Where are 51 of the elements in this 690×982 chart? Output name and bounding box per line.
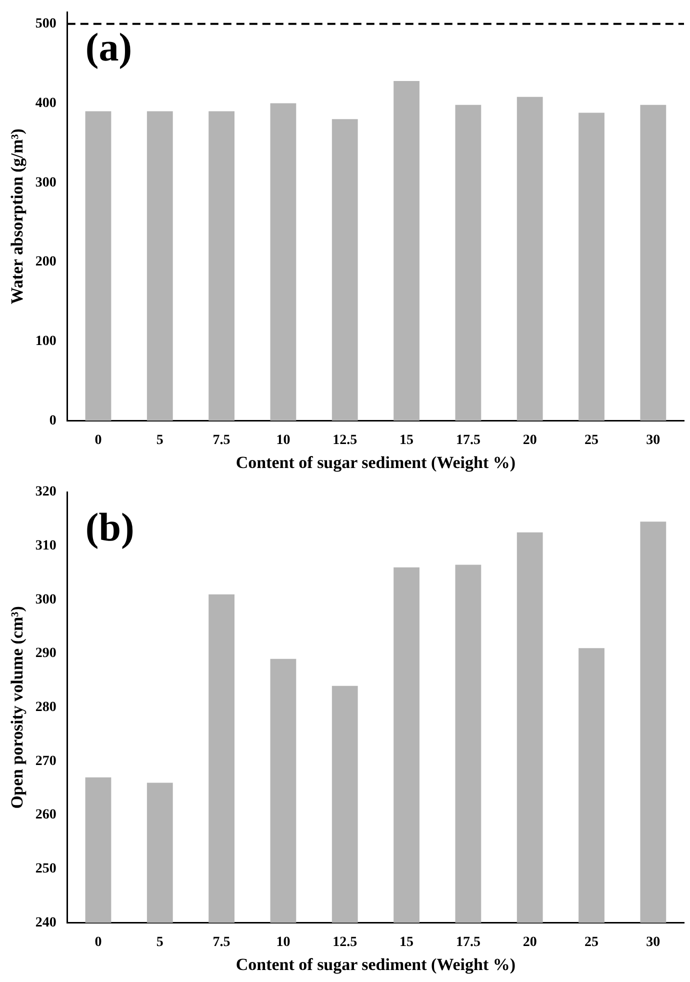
bar <box>455 104 482 421</box>
x-tick-label: 0 <box>94 934 102 950</box>
x-tick-label: 12.5 <box>332 432 358 448</box>
x-tick-label: 20 <box>522 934 537 950</box>
x-tick-label: 15 <box>400 432 414 448</box>
y-axis-title: Open porosity volume (cm³) <box>8 606 27 809</box>
y-tick-label: 320 <box>35 484 56 500</box>
x-tick-label: 7.5 <box>212 432 230 448</box>
x-tick-label: 10 <box>276 934 290 950</box>
y-tick-label: 100 <box>35 334 56 350</box>
x-tick-label: 10 <box>276 432 290 448</box>
x-tick-label: 17.5 <box>456 934 480 950</box>
y-tick-label: 310 <box>35 538 56 554</box>
annotation: (a) <box>85 24 132 70</box>
y-tick-label: 280 <box>35 700 56 716</box>
y-tick-label: 240 <box>35 915 56 930</box>
y-tick-label: 250 <box>35 862 56 877</box>
bar <box>394 81 420 421</box>
x-tick-label: 17.5 <box>456 432 480 448</box>
y-tick-label: 290 <box>35 646 56 662</box>
y-tick-label: 300 <box>35 175 56 190</box>
x-tick-label: 25 <box>584 934 599 950</box>
x-axis-title: Content of sugar sediment (Weight %) <box>236 955 516 974</box>
x-tick-label: 20 <box>522 432 537 448</box>
y-tick-label: 300 <box>35 592 56 608</box>
x-tick-label: 0 <box>94 432 102 448</box>
bar <box>640 104 666 421</box>
y-tick-label: 260 <box>35 808 56 823</box>
y-tick-label: 500 <box>35 16 56 32</box>
x-tick-label: 25 <box>584 432 599 448</box>
annotation: (b) <box>85 504 134 550</box>
bar <box>85 111 112 421</box>
x-tick-label: 30 <box>646 934 660 950</box>
y-tick-label: 0 <box>49 413 56 428</box>
y-axis-title: Water absorption (g/m³) <box>8 128 27 304</box>
bar <box>270 103 296 421</box>
x-tick-label: 7.5 <box>212 934 230 950</box>
x-tick-label: 30 <box>646 432 660 448</box>
bar <box>146 111 173 421</box>
x-tick-label: 5 <box>156 934 164 950</box>
y-tick-label: 270 <box>35 754 56 769</box>
bar <box>578 112 604 421</box>
x-axis-title: Content of sugar sediment (Weight %) <box>236 453 516 472</box>
x-tick-label: 5 <box>156 432 164 448</box>
bar <box>516 96 543 421</box>
bar <box>208 111 234 421</box>
x-tick-label: 12.5 <box>332 934 358 950</box>
y-tick-label: 200 <box>35 254 56 270</box>
y-tick-label: 400 <box>35 96 56 111</box>
x-tick-label: 15 <box>400 934 414 950</box>
bar <box>332 119 358 421</box>
